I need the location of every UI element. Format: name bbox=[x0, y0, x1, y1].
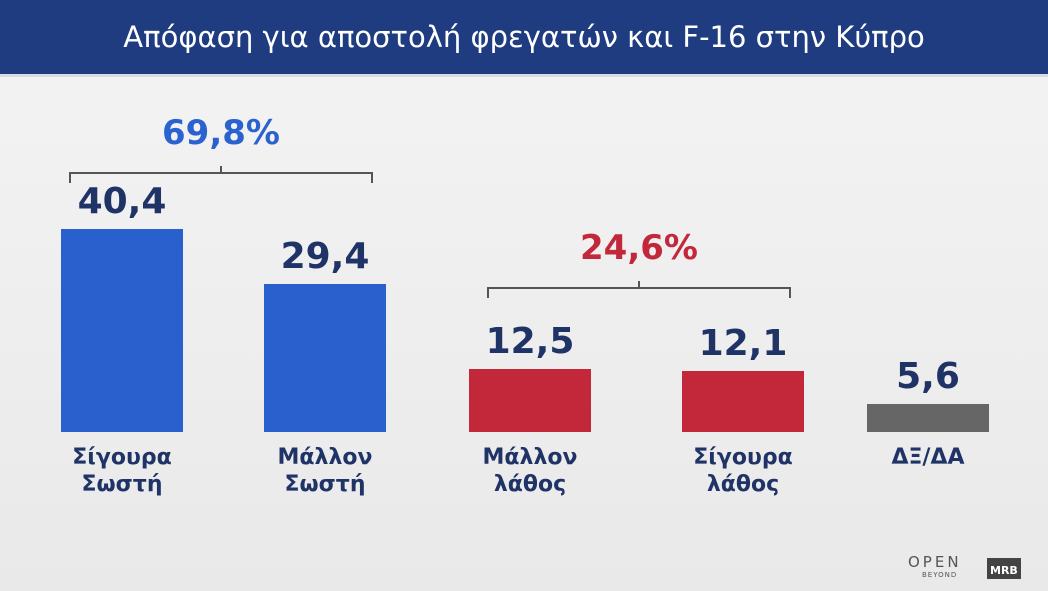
bar bbox=[867, 403, 989, 432]
logo: MRB bbox=[987, 558, 1021, 579]
group-brace bbox=[487, 281, 791, 298]
bar bbox=[469, 369, 591, 432]
bar bbox=[61, 229, 183, 432]
bar bbox=[682, 371, 804, 432]
group-total: 24,6% bbox=[580, 228, 698, 268]
value-label: 5,6 bbox=[896, 355, 960, 397]
chart-title: Απόφαση για αποστολή φρεγατών και F-16 σ… bbox=[123, 20, 925, 54]
value-label: 12,5 bbox=[485, 321, 575, 363]
bar bbox=[264, 284, 386, 432]
category-label: ΔΞ/ΔΑ bbox=[891, 445, 965, 470]
group-brace bbox=[69, 166, 373, 183]
category-label: Σίγουρα Σωστή bbox=[72, 445, 172, 497]
header-bar bbox=[0, 0, 1048, 77]
value-label: 29,4 bbox=[280, 236, 370, 278]
category-label: Σίγουρα λάθος bbox=[693, 445, 793, 497]
logo: BEYOND bbox=[922, 571, 958, 579]
value-label: 40,4 bbox=[77, 181, 167, 223]
category-label: Μάλλον Σωστή bbox=[277, 445, 373, 497]
category-label: Μάλλον λάθος bbox=[482, 445, 578, 497]
group-total: 69,8% bbox=[162, 113, 280, 153]
value-label: 12,1 bbox=[698, 323, 788, 365]
logo: OPEN bbox=[908, 553, 962, 571]
